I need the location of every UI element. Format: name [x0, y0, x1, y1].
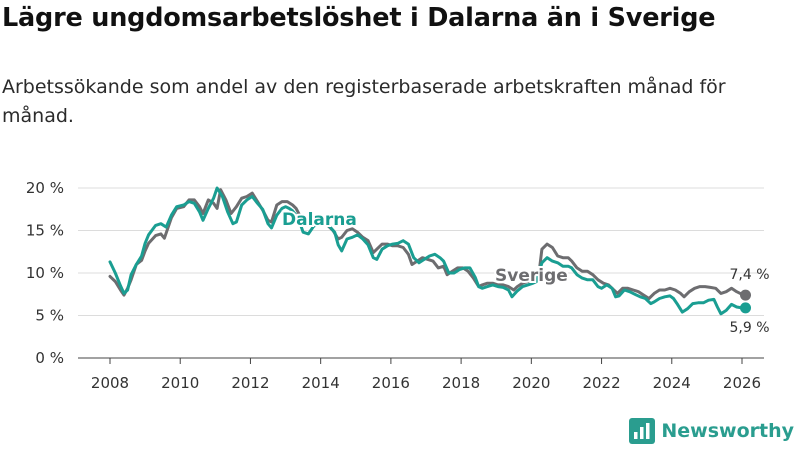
series-line-dalarna	[108, 186, 747, 316]
x-tick-label: 2026	[723, 374, 761, 392]
x-tick-label: 2022	[582, 374, 620, 392]
series-label-dalarna: Dalarna	[282, 210, 357, 230]
x-tick-label: 2020	[512, 374, 550, 392]
y-tick-label: 0 %	[35, 349, 64, 367]
chart-subtitle: Arbetssökande som andel av den registerb…	[2, 76, 726, 127]
series-line-sverige	[108, 188, 747, 300]
x-tick-label: 2012	[231, 374, 269, 392]
end-label-sverige: 7,4 %	[729, 267, 769, 283]
end-label-dalarna: 5,9 %	[729, 320, 769, 336]
x-axis: 2008 2010 2012 2014 2016 2018 2020 2022 2024 2026	[91, 358, 761, 392]
x-tick-label: 2010	[161, 374, 199, 392]
data-labels: Dalarna Sverige 7,4 % 5,9 %	[280, 208, 770, 336]
x-tick-label: 2016	[372, 374, 410, 392]
x-tick-label: 2018	[442, 374, 480, 392]
series-lines	[108, 186, 752, 316]
brand-name: Newsworthy	[661, 420, 794, 442]
newsworthy-brand: Newsworthy	[629, 418, 794, 444]
x-tick-label: 2024	[653, 374, 691, 392]
y-tick-label: 20 %	[26, 179, 64, 197]
y-tick-label: 10 %	[26, 264, 64, 282]
chart-title: Lägre ungdomsarbetslöshet i Dalarna än i…	[2, 3, 716, 33]
y-tick-label: 15 %	[26, 222, 64, 240]
end-point-sverige	[740, 289, 752, 301]
y-tick-label: 5 %	[35, 307, 64, 325]
series-label-sverige: Sverige	[495, 266, 568, 286]
x-tick-label: 2014	[302, 374, 340, 392]
x-tick-label: 2008	[91, 374, 129, 392]
grid-lines: 0 % 5 % 10 % 15 % 20 %	[26, 179, 764, 367]
end-point-dalarna	[740, 302, 752, 314]
newsworthy-logo-icon	[629, 418, 656, 444]
